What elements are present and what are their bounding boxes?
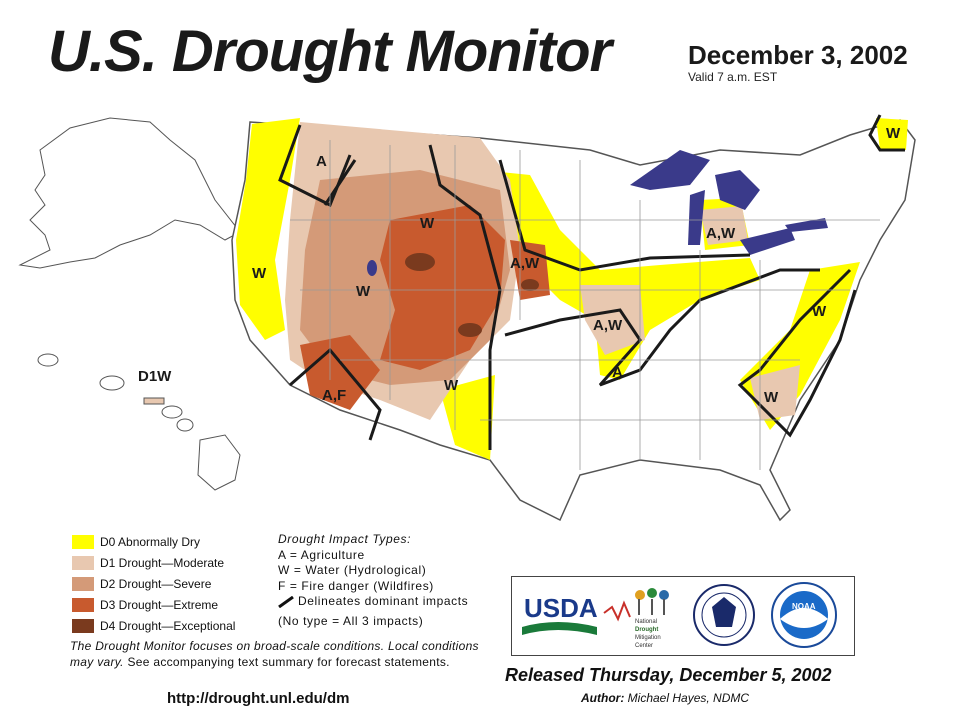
- legend-label: D3 Drought—Extreme: [100, 597, 219, 612]
- disclaimer-note: The Drought Monitor focuses on broad-sca…: [70, 638, 490, 670]
- author-label: Author:: [581, 691, 625, 705]
- partner-logos: USDA National Drought Mitigation Center: [511, 576, 855, 656]
- map-date: December 3, 2002: [688, 40, 908, 70]
- author: Author: Michael Hayes, NDMC: [581, 691, 749, 705]
- impact-fire: F = Fire danger (Wildfires): [278, 578, 434, 593]
- impact-no-type: (No type = All 3 impacts): [278, 613, 424, 628]
- author-name: Michael Hayes, NDMC: [627, 691, 750, 705]
- boundary-line-icon: [278, 595, 294, 608]
- legend-swatch: [72, 555, 94, 570]
- drought-map: D1W A W W W A,W A,F W A,W A A,W W W W: [18, 114, 916, 522]
- ndmc-logo: National Drought Mitigation Center: [603, 588, 669, 649]
- svg-text:USDA: USDA: [524, 593, 598, 623]
- alaska: [18, 117, 241, 269]
- valid-time: Valid 7 a.m. EST: [688, 70, 778, 84]
- hawaii-label: D1W: [138, 368, 172, 385]
- svg-text:Drought: Drought: [635, 627, 658, 633]
- noaa-logo: NOAA: [771, 582, 837, 648]
- svg-text:National: National: [635, 619, 657, 625]
- svg-text:Mitigation: Mitigation: [635, 635, 661, 641]
- label-w-utah: W: [356, 283, 371, 300]
- great-lakes: [367, 150, 828, 276]
- legend-item-d0: D0 Abnormally Dry: [72, 531, 235, 552]
- label-aw-nebraska: A,W: [510, 255, 540, 272]
- legend-item-d3: D3 Drought—Extreme: [72, 594, 235, 615]
- legend-label: D0 Abnormally Dry: [100, 534, 201, 549]
- note-rest: See accompanying text summary for foreca…: [123, 655, 450, 669]
- legend-item-d4: D4 Drought—Exceptional: [72, 615, 235, 636]
- legend-item-d1: D1 Drought—Moderate: [72, 552, 235, 573]
- label-aw-michigan: A,W: [706, 225, 736, 242]
- legend-swatch: [72, 618, 94, 633]
- commerce-seal: [693, 584, 755, 646]
- svg-text:NOAA: NOAA: [792, 602, 816, 611]
- d4-areas: [405, 253, 539, 337]
- usda-logo: USDA: [522, 593, 598, 635]
- state-lines: [290, 140, 880, 470]
- label-a-arkansas: A: [612, 364, 623, 381]
- label-w-carolina: W: [764, 389, 779, 406]
- hawaii: [37, 353, 241, 491]
- label-w-texas: W: [444, 377, 459, 394]
- legend-label: D4 Drought—Exceptional: [100, 618, 236, 633]
- page-title: U.S. Drought Monitor: [48, 19, 612, 84]
- label-w-virginia: W: [812, 303, 827, 320]
- label-w-maine: W: [886, 125, 901, 142]
- legend-swatch: [72, 534, 94, 549]
- legend-label: D2 Drought—Severe: [100, 576, 212, 591]
- impact-water: W = Water (Hydrological): [278, 563, 427, 577]
- label-w-wyoming: W: [420, 215, 435, 232]
- release-date: Released Thursday, December 5, 2002: [505, 665, 832, 685]
- legend: D0 Abnormally Dry D1 Drought—Moderate D2 D…: [72, 531, 235, 636]
- logos-svg: USDA National Drought Mitigation Center: [522, 582, 837, 649]
- site-url[interactable]: http://drought.unl.edu/dm: [167, 690, 350, 707]
- legend-item-d2: D2 Drought—Severe: [72, 573, 235, 594]
- label-aw-missouri: A,W: [593, 317, 623, 334]
- impact-heading: Drought Impact Types:: [278, 532, 412, 546]
- legend-swatch: [72, 576, 94, 591]
- legend-swatch: [72, 597, 94, 612]
- label-w-california: W: [252, 265, 267, 282]
- note-italic: The Drought Monitor focuses on broad-sca…: [70, 639, 479, 669]
- svg-text:Center: Center: [635, 643, 653, 649]
- impact-delineates: Delineates dominant impacts: [278, 594, 468, 610]
- legend-label: D1 Drought—Moderate: [100, 555, 225, 570]
- label-a-idaho: A: [316, 153, 327, 170]
- impact-delineates-label: Delineates dominant impacts: [298, 594, 469, 608]
- impact-types: Drought Impact Types: A = Agriculture W …: [278, 532, 468, 629]
- label-af-arizona: A,F: [322, 387, 346, 404]
- impact-agriculture: A = Agriculture: [278, 547, 365, 562]
